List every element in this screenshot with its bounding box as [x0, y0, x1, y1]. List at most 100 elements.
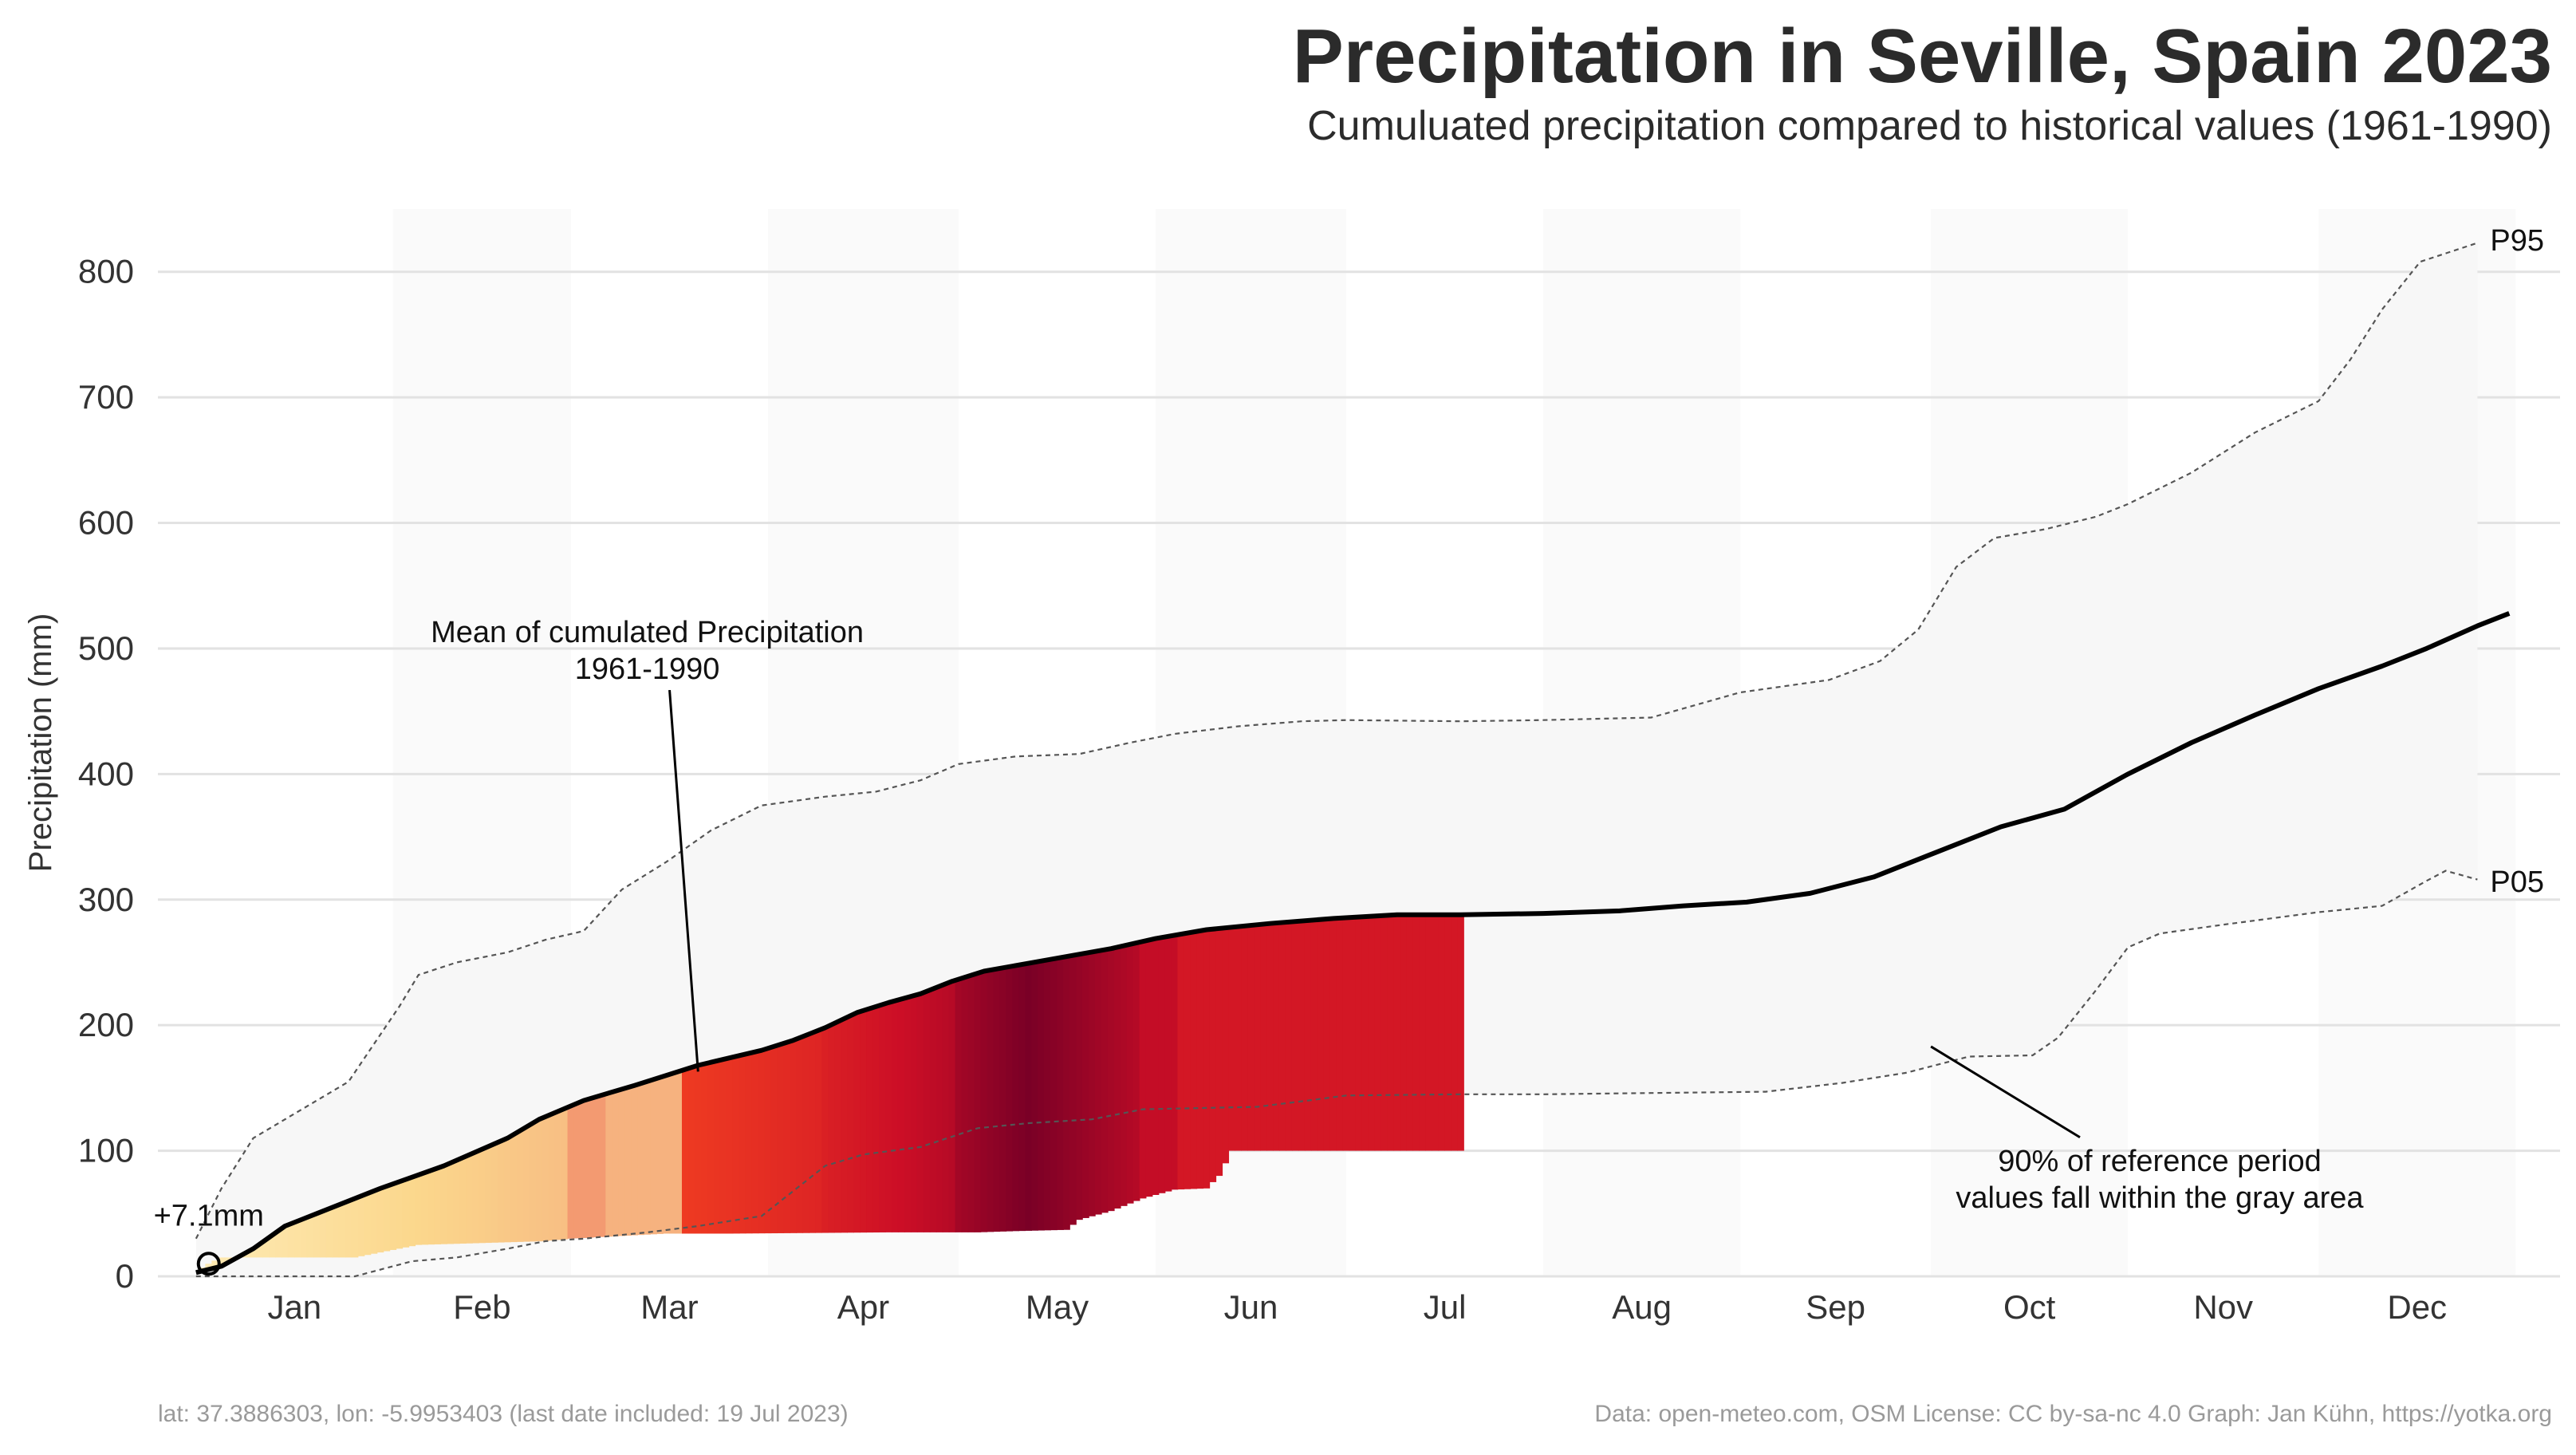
observed-bar [1044, 960, 1051, 1231]
observed-bar [955, 979, 963, 1232]
x-tick-label: May [1026, 1288, 1089, 1326]
observed-bar [1393, 914, 1401, 1151]
observed-bar [1291, 921, 1299, 1151]
y-tick-label: 800 [78, 253, 134, 290]
observed-bar [796, 1037, 804, 1233]
observed-bar [1444, 914, 1451, 1151]
observed-bar [884, 1002, 892, 1232]
observed-bar [1355, 917, 1363, 1151]
observed-bar [916, 993, 924, 1232]
observed-bar [1304, 920, 1312, 1151]
observed-bar [370, 1190, 378, 1254]
observed-bar [434, 1168, 441, 1244]
observed-bar [447, 1163, 454, 1244]
observed-bar [897, 999, 905, 1232]
observed-bar [1361, 917, 1369, 1151]
observed-bar [338, 1203, 346, 1258]
observed-bar [624, 1087, 632, 1236]
observed-bar [618, 1089, 626, 1236]
observed-bar [1113, 947, 1121, 1209]
observed-bar [440, 1165, 447, 1244]
observed-bar [612, 1090, 620, 1236]
observed-bar [1285, 921, 1293, 1151]
observed-bar [1081, 952, 1089, 1218]
mean-line [195, 611, 2511, 1276]
observed-bar [891, 1000, 899, 1232]
observed-bar [739, 1055, 746, 1234]
observed-bar [802, 1035, 810, 1233]
observed-bar [421, 1172, 429, 1245]
y-tick-label: 0 [116, 1257, 134, 1295]
observed-bar [872, 1006, 880, 1233]
observed-bar [719, 1059, 727, 1234]
observed-bar [681, 1069, 689, 1234]
x-tick-label: Nov [2193, 1288, 2253, 1326]
observed-bar [1006, 966, 1014, 1232]
observed-bar [777, 1044, 785, 1233]
observed-bar [1012, 965, 1020, 1232]
observed-bar [510, 1134, 518, 1243]
observed-bar [1310, 920, 1318, 1151]
observed-bar [1120, 945, 1128, 1206]
observed-bar [745, 1053, 753, 1234]
observed-bar [1374, 916, 1382, 1151]
observed-bar [287, 1223, 295, 1258]
reference-band [195, 242, 2478, 1276]
observed-bar [1260, 924, 1267, 1151]
observed-bar [1451, 914, 1458, 1151]
observed-bar [1247, 925, 1255, 1151]
observed-bar [478, 1149, 486, 1244]
observed-bar [1323, 919, 1331, 1151]
observed-bar [770, 1046, 778, 1234]
x-tick-label: Sep [1806, 1288, 1865, 1326]
observed-bar [751, 1051, 759, 1234]
observed-bar [542, 1116, 549, 1241]
x-tick-label: Apr [837, 1288, 889, 1326]
observed-bar [300, 1218, 308, 1258]
observed-bar [713, 1060, 721, 1234]
observed-bar [809, 1032, 817, 1233]
y-axis-label: Precipitation (mm) [23, 613, 58, 873]
x-tick-label: Oct [2003, 1288, 2056, 1326]
observed-bar [847, 1015, 854, 1233]
mean-annotation-pointer [668, 689, 699, 1072]
observed-bar [605, 1093, 613, 1237]
observed-bar [878, 1004, 886, 1232]
observed-bar [1177, 934, 1185, 1190]
observed-bar [281, 1226, 289, 1258]
observed-bar [1069, 955, 1077, 1225]
y-tick-label: 300 [78, 881, 134, 918]
observed-bar [1063, 956, 1070, 1230]
observed-bar [828, 1024, 836, 1233]
observed-bar [1349, 917, 1357, 1151]
observed-bar [841, 1018, 848, 1233]
observed-bar [853, 1012, 861, 1233]
observed-bar [1215, 928, 1223, 1177]
observed-bar [694, 1065, 702, 1234]
x-tick-label: Aug [1612, 1288, 1672, 1326]
observed-bar [218, 1257, 226, 1267]
observed-bar [459, 1157, 467, 1244]
observed-bar [726, 1058, 734, 1234]
x-tick-label: Dec [2387, 1288, 2447, 1326]
observed-bar [1139, 941, 1147, 1199]
observed-bar [325, 1208, 333, 1258]
observed-bar [910, 996, 918, 1232]
observed-bar [484, 1146, 492, 1244]
observed-bar [993, 968, 1001, 1232]
observed-bar [764, 1048, 772, 1234]
observed-bar [935, 986, 943, 1232]
observed-bar [1432, 914, 1440, 1151]
observed-bar [205, 1264, 213, 1270]
observed-bar [472, 1152, 479, 1244]
observed-bar [554, 1111, 562, 1240]
observed-bar [211, 1260, 219, 1268]
observed-bar [1254, 925, 1261, 1151]
observed-bar [967, 975, 975, 1232]
observed-bar [332, 1205, 340, 1258]
observed-bar [586, 1098, 594, 1238]
observed-bar [593, 1096, 601, 1238]
observed-bar [700, 1063, 708, 1234]
observed-bar [516, 1130, 524, 1242]
